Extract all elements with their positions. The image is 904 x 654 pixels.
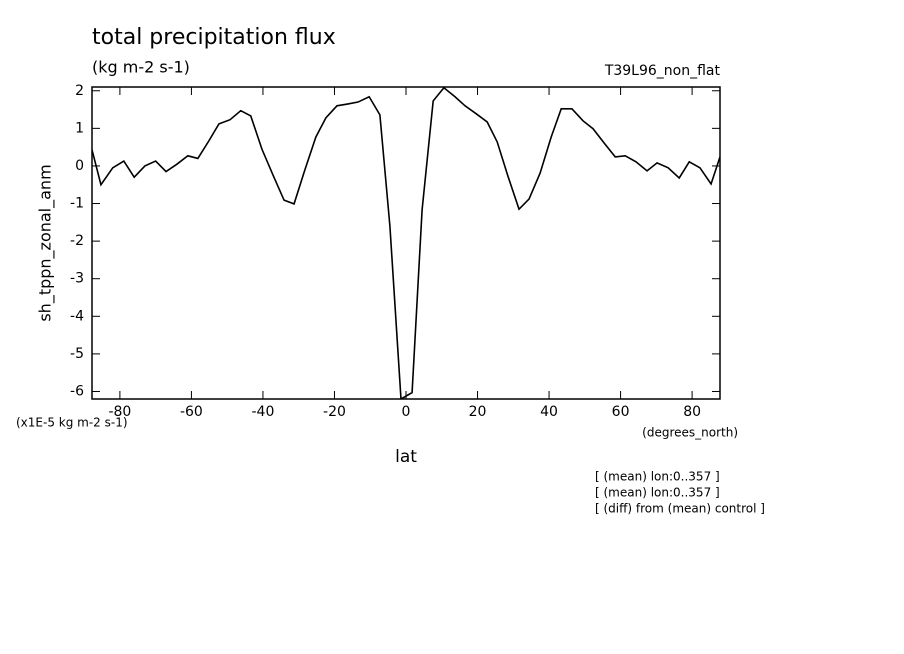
x-tick-label: -60 (180, 404, 203, 420)
x-tick-label: 60 (612, 404, 630, 420)
x-units: (degrees_north) (642, 426, 738, 440)
note: [ (mean) lon:0..357 ] (595, 486, 720, 500)
x-tick-label: -80 (108, 404, 131, 420)
y-tick-label: -1 (70, 196, 84, 212)
x-tick-label: -20 (323, 404, 346, 420)
x-tick-label: 40 (540, 404, 558, 420)
plot-frame (91, 86, 721, 400)
data-line (92, 87, 720, 399)
y-units: (x1E-5 kg m-2 s-1) (16, 416, 128, 430)
y-tick-label: -4 (70, 308, 84, 324)
chart-title: total precipitation flux (92, 25, 336, 50)
y-tick-label: -5 (70, 346, 84, 362)
y-tick-label: 1 (75, 120, 84, 136)
x-tick-label: -40 (252, 404, 275, 420)
note: [ (mean) lon:0..357 ] (595, 470, 720, 484)
x-axis-label: lat (395, 447, 417, 467)
x-tick-label: 20 (469, 404, 487, 420)
y-tick-label: 2 (75, 83, 84, 99)
x-tick-label: 0 (402, 404, 411, 420)
y-tick-label: 0 (75, 158, 84, 174)
y-tick-label: -3 (70, 271, 84, 287)
y-axis-label: sh_tppn_zonal_anm (36, 164, 56, 321)
subtitle: (kg m-2 s-1) (92, 58, 190, 77)
x-tick-label: 80 (683, 404, 701, 420)
run-label: T39L96_non_flat (604, 63, 721, 79)
y-tick-label: -6 (70, 383, 84, 399)
note: [ (diff) from (mean) control ] (595, 502, 765, 516)
y-tick-label: -2 (70, 233, 84, 249)
